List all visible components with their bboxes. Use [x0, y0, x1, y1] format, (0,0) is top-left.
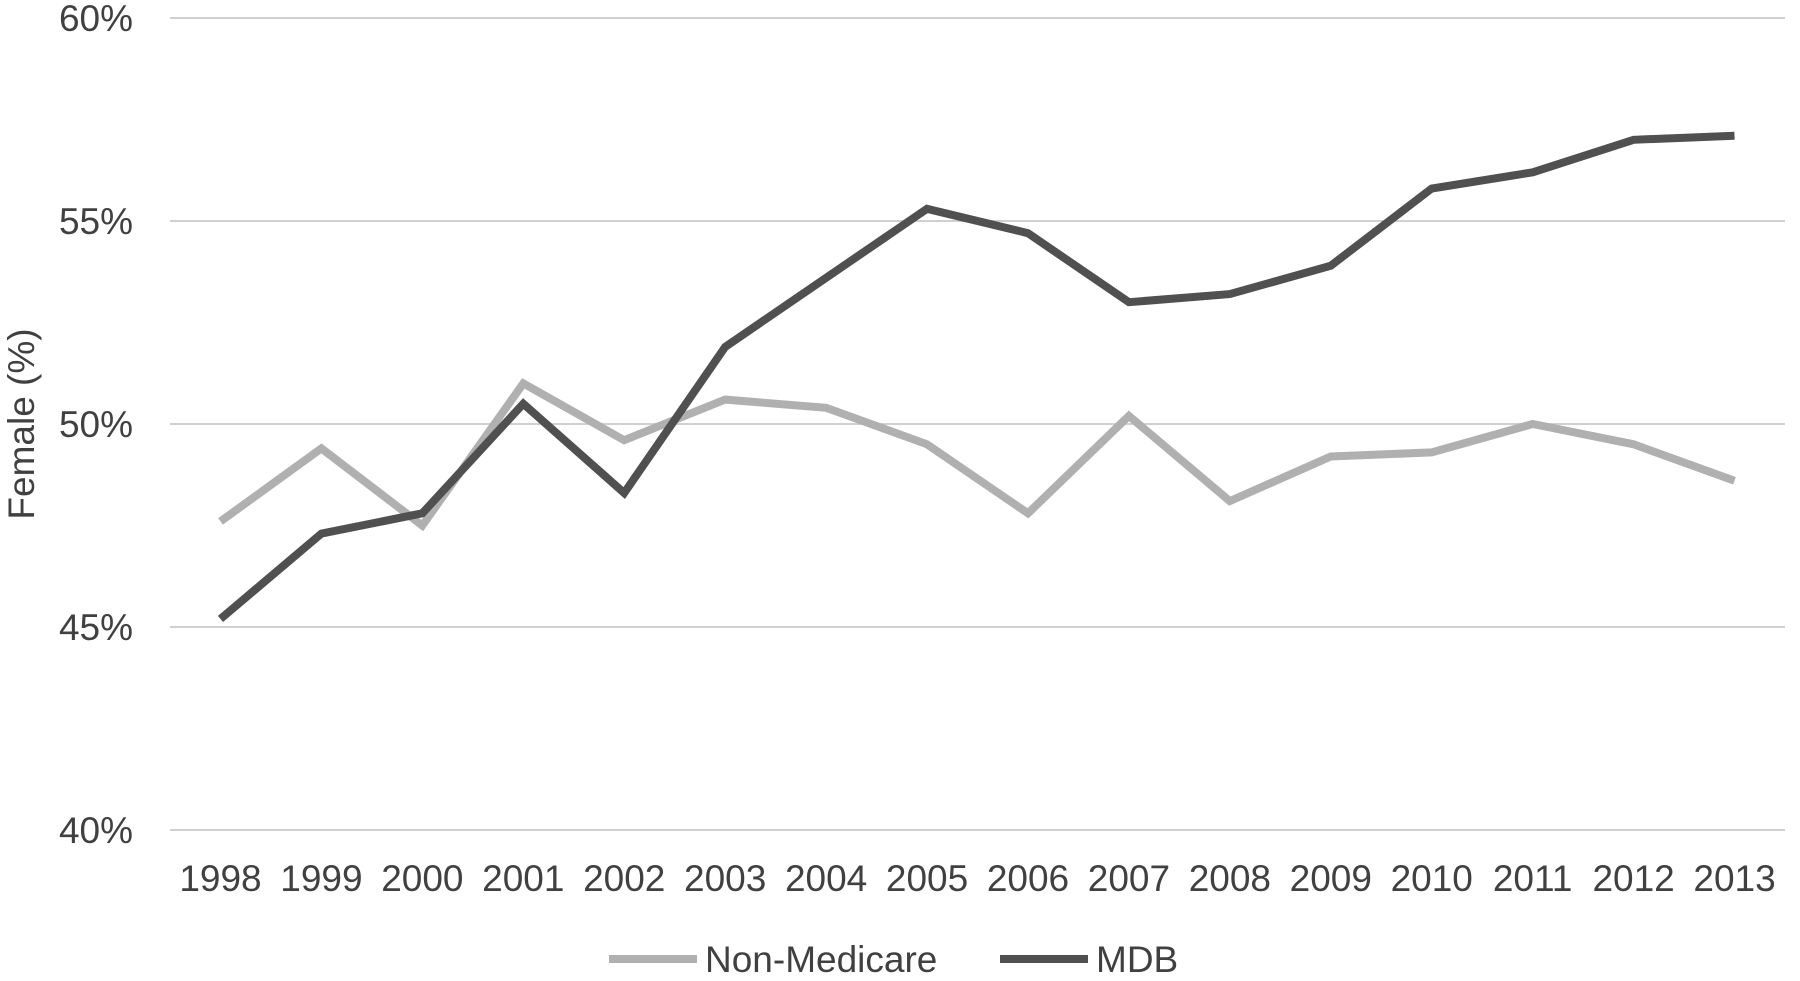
x-tick-label: 2009 — [1290, 858, 1372, 899]
x-tick-label: 2005 — [886, 858, 968, 899]
x-tick-label: 2001 — [482, 858, 564, 899]
series-line-1 — [217, 131, 1735, 622]
legend-label: MDB — [1096, 939, 1178, 980]
y-tick-label: 60% — [59, 0, 133, 39]
y-axis-ticks: 40% 45% 50% 55% 60% — [59, 0, 133, 851]
x-tick-label: 1999 — [280, 858, 362, 899]
x-axis-ticks: 1998 1999 2000 2001 2002 2003 2004 2005 2006 2007… — [179, 858, 1775, 899]
x-tick-label: 2002 — [583, 858, 665, 899]
y-tick-label: 55% — [59, 201, 133, 242]
legend-label: Non-Medicare — [705, 939, 937, 980]
x-tick-label: 2004 — [785, 858, 867, 899]
y-tick-label: 50% — [59, 404, 133, 445]
x-tick-label: 2003 — [684, 858, 766, 899]
x-tick-label: 2000 — [381, 858, 463, 899]
x-tick-label: 2012 — [1592, 858, 1674, 899]
legend: Non-Medicare MDB — [609, 939, 1178, 980]
gridlines — [170, 17, 1785, 831]
x-tick-label: 2006 — [987, 858, 1069, 899]
x-tick-label: 2011 — [1493, 858, 1573, 899]
x-tick-label: 2008 — [1189, 858, 1271, 899]
x-tick-label: 2007 — [1088, 858, 1170, 899]
y-tick-label: 40% — [59, 810, 133, 851]
series-lines — [217, 131, 1736, 622]
series-line-0 — [218, 378, 1736, 532]
x-tick-label: 1998 — [179, 858, 261, 899]
x-tick-label: 2010 — [1391, 858, 1473, 899]
x-tick-label: 2013 — [1693, 858, 1775, 899]
y-tick-label: 45% — [59, 607, 133, 648]
y-axis-title: Female (%) — [1, 328, 42, 519]
